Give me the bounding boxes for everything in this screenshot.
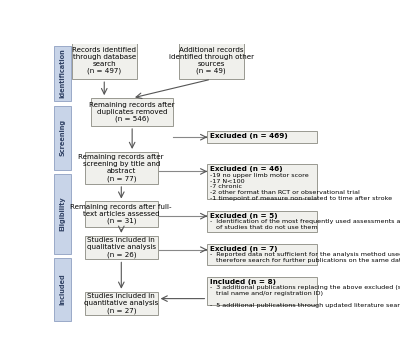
Text: Identification: Identification — [59, 49, 65, 98]
Text: -  Reported data not sufficient for the analysis method used here,
   therefore : - Reported data not sufficient for the a… — [210, 253, 400, 263]
Text: Excluded (n = 5): Excluded (n = 5) — [210, 212, 278, 219]
Text: Remaining records after full-
text articles assessed
(n = 31): Remaining records after full- text artic… — [70, 204, 172, 224]
Bar — [54, 46, 71, 101]
Text: Studies included in
qualitative analysis
(n = 26): Studies included in qualitative analysis… — [87, 237, 156, 258]
Bar — [207, 277, 317, 305]
Text: Included: Included — [59, 274, 65, 305]
Bar — [54, 174, 71, 254]
Text: Eligibility: Eligibility — [59, 197, 65, 232]
Text: Remaining records after
screening by title and
abstract
(n = 77): Remaining records after screening by tit… — [78, 154, 164, 182]
Text: -  Identification of the most frequently used assessments and exclusion
   of st: - Identification of the most frequently … — [210, 219, 400, 230]
Text: Studies included in
quantitative analysis
(n = 27): Studies included in quantitative analysi… — [84, 293, 158, 314]
Text: Excluded (n = 7): Excluded (n = 7) — [210, 246, 277, 252]
Bar — [85, 291, 158, 315]
Text: Additional records
identified through other
sources
(n = 49): Additional records identified through ot… — [169, 46, 254, 74]
Text: -19 no upper limb motor score
-17 N<100
-7 chronic
-2 other format than RCT or o: -19 no upper limb motor score -17 N<100 … — [210, 173, 392, 201]
Bar — [179, 41, 244, 79]
Bar — [85, 236, 158, 260]
Text: Screening: Screening — [59, 119, 65, 156]
Bar — [207, 244, 317, 265]
Bar — [54, 258, 71, 321]
Bar — [207, 164, 317, 199]
Bar — [91, 98, 173, 126]
Bar — [207, 131, 317, 143]
Text: Remaining records after
duplicates removed
(n = 546): Remaining records after duplicates remov… — [89, 102, 175, 122]
Bar — [85, 152, 158, 184]
Bar — [72, 41, 137, 79]
Text: Excluded (n = 469): Excluded (n = 469) — [210, 133, 288, 139]
Text: Records identified
through database
search
(n = 497): Records identified through database sear… — [72, 46, 136, 74]
Text: Excluded (n = 46): Excluded (n = 46) — [210, 166, 282, 172]
Bar — [207, 211, 317, 232]
Bar — [85, 201, 158, 227]
Text: -  3 additional publications replacing the above excluded (searched by
   trial : - 3 additional publications replacing th… — [210, 285, 400, 308]
Text: Included (n = 8): Included (n = 8) — [210, 279, 276, 285]
Bar — [54, 106, 71, 170]
